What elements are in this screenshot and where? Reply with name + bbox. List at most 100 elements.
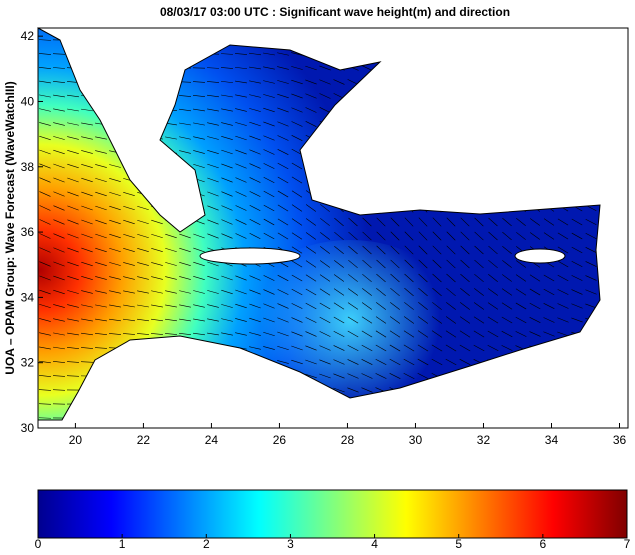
direction-arrow — [475, 204, 484, 212]
direction-arrow — [137, 165, 149, 168]
direction-arrow — [502, 135, 512, 142]
direction-arrow — [137, 178, 149, 181]
direction-arrow — [207, 347, 219, 348]
direction-arrow — [460, 162, 469, 170]
direction-arrow — [390, 107, 400, 114]
direction-arrow — [501, 52, 512, 56]
direction-arrow — [320, 149, 330, 156]
direction-arrow — [586, 177, 597, 182]
direction-arrow — [418, 107, 428, 114]
direction-arrow — [460, 65, 471, 70]
direction-arrow — [613, 192, 624, 197]
direction-arrow — [571, 389, 583, 391]
direction-arrow — [404, 38, 415, 43]
direction-arrow — [249, 39, 261, 40]
direction-arrow — [543, 374, 555, 377]
direction-arrow — [334, 107, 345, 113]
direction-arrow — [165, 206, 176, 210]
direction-arrow — [599, 389, 611, 390]
direction-arrow — [235, 404, 247, 405]
direction-arrow — [543, 94, 554, 98]
direction-arrow — [447, 204, 455, 212]
direction-arrow — [305, 38, 317, 41]
direction-arrow — [362, 107, 372, 113]
direction-arrow — [530, 149, 540, 155]
direction-arrow — [334, 190, 343, 198]
colorbar-tick-label: 6 — [540, 537, 547, 550]
direction-arrow — [109, 96, 121, 97]
direction-arrow — [405, 176, 414, 184]
direction-arrow — [249, 403, 261, 404]
direction-arrow — [459, 416, 470, 420]
direction-arrow — [557, 80, 569, 83]
direction-arrow — [109, 404, 121, 405]
direction-arrow — [572, 177, 583, 183]
direction-arrow — [207, 376, 219, 377]
direction-arrow — [137, 40, 149, 41]
direction-arrow — [418, 37, 429, 42]
direction-arrow — [390, 120, 400, 127]
direction-arrow — [530, 135, 540, 141]
cyprus — [515, 249, 565, 263]
x-tick-label: 22 — [137, 433, 151, 447]
direction-arrow — [586, 164, 597, 169]
direction-arrow — [489, 204, 498, 212]
direction-arrow — [488, 93, 499, 99]
direction-arrow — [558, 177, 568, 183]
direction-arrow — [586, 191, 597, 196]
direction-arrow — [319, 52, 330, 56]
direction-arrow — [363, 204, 372, 212]
direction-arrow — [277, 403, 289, 405]
direction-arrow — [460, 93, 470, 99]
direction-arrow — [123, 151, 135, 154]
direction-arrow — [179, 348, 191, 349]
direction-arrow — [530, 121, 541, 126]
direction-arrow — [432, 120, 442, 127]
direction-arrow — [389, 416, 400, 421]
direction-arrow — [599, 375, 611, 376]
direction-arrow — [320, 190, 330, 197]
direction-arrow — [529, 94, 540, 99]
direction-arrow — [291, 374, 303, 377]
direction-arrow — [558, 191, 568, 197]
direction-arrow — [319, 388, 330, 392]
direction-arrow — [404, 93, 414, 99]
direction-arrow — [81, 82, 93, 83]
direction-arrow — [432, 79, 442, 85]
direction-arrow — [165, 418, 177, 419]
x-tick-label: 26 — [273, 433, 287, 447]
direction-arrow — [599, 122, 611, 125]
direction-arrow — [348, 176, 357, 184]
direction-arrow — [165, 40, 177, 41]
direction-arrow — [334, 176, 343, 183]
direction-arrow — [460, 373, 471, 378]
direction-arrow — [446, 38, 457, 43]
direction-arrow — [109, 137, 121, 139]
direction-arrow — [474, 162, 483, 170]
direction-arrow — [502, 80, 513, 85]
direction-arrow — [123, 96, 135, 97]
direction-arrow — [81, 418, 93, 419]
direction-arrow — [123, 137, 135, 139]
direction-arrow — [362, 79, 373, 84]
direction-arrow — [571, 403, 583, 405]
direction-arrow — [613, 361, 625, 362]
direction-arrow — [459, 38, 470, 43]
direction-arrow — [432, 387, 443, 392]
direction-arrow — [109, 418, 121, 419]
direction-arrow — [432, 65, 443, 71]
direction-arrow — [348, 135, 358, 142]
direction-arrow — [516, 135, 526, 141]
direction-arrow — [613, 109, 625, 112]
direction-arrow — [488, 135, 498, 142]
direction-arrow — [488, 79, 499, 84]
direction-arrow — [319, 416, 331, 419]
direction-arrow — [95, 109, 107, 110]
direction-arrow — [446, 373, 457, 378]
direction-arrow — [347, 402, 358, 406]
x-tick-label: 28 — [341, 433, 355, 447]
direction-arrow — [613, 220, 624, 225]
direction-arrow — [137, 417, 149, 418]
direction-arrow — [151, 165, 163, 168]
direction-arrow — [95, 418, 107, 419]
